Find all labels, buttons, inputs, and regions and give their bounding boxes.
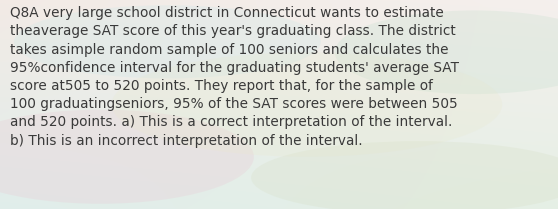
Ellipse shape — [112, 52, 502, 157]
Ellipse shape — [14, 5, 321, 78]
Ellipse shape — [251, 141, 558, 209]
Ellipse shape — [335, 10, 558, 94]
Ellipse shape — [0, 110, 254, 204]
Text: Q8A very large school district in Connecticut wants to estimate
theaverage SAT s: Q8A very large school district in Connec… — [10, 6, 459, 148]
